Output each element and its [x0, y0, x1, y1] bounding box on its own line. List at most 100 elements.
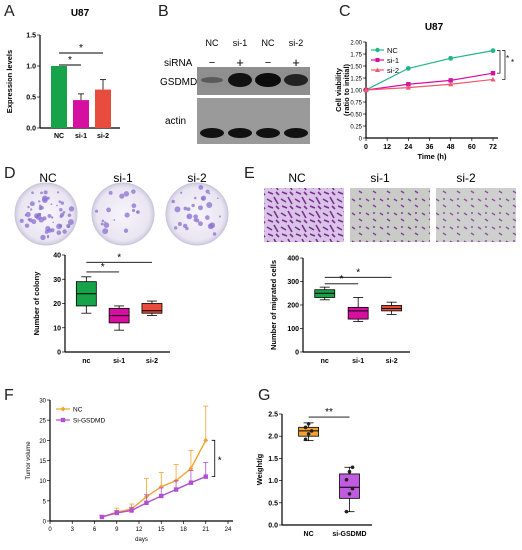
colony — [42, 195, 48, 202]
colony — [124, 212, 130, 218]
colony — [108, 190, 113, 195]
colony-plate-nc — [14, 182, 78, 246]
colony — [67, 213, 72, 218]
chart-panel-a: U87 0.0 0.5 1.0 1.5 Expression levels NC si-1 si… — [5, 8, 120, 140]
point-Si-GSDMD — [203, 474, 208, 479]
x-tick-label: si-2 — [386, 358, 398, 365]
d-ytick-label: 10 — [53, 325, 61, 332]
colony — [216, 197, 219, 200]
sig-mark-2: * — [511, 58, 514, 67]
g1-sig-mark: ** — [325, 407, 333, 418]
point-Si-GSDMD — [144, 500, 149, 506]
x-tick-label: 36 — [426, 144, 434, 151]
colony — [218, 215, 221, 218]
bar-NC — [51, 66, 67, 128]
colony — [50, 203, 53, 206]
y-axis-label: Expression levels — [5, 50, 14, 113]
g-ytick-label: 2.0 — [268, 434, 278, 441]
x-tick-label: 0 — [364, 144, 368, 151]
box-NC — [298, 426, 319, 437]
point-Si-GSDMD — [99, 514, 105, 520]
data-point — [303, 425, 308, 430]
colony — [201, 197, 205, 201]
colony — [62, 229, 67, 234]
box-si-1 — [347, 306, 369, 320]
panel-label-d: D — [4, 165, 16, 182]
colony — [131, 208, 136, 213]
colony — [180, 191, 183, 194]
sig-bracket-2 — [502, 50, 506, 80]
x-tick-label: 12 — [136, 527, 143, 533]
point-si-1 — [490, 71, 496, 76]
x-tick-label: si-2 — [97, 133, 109, 140]
blot-lane-label-1: NC — [206, 38, 219, 48]
f-ytick-label: 0 — [43, 520, 47, 526]
x-tick-label: 15 — [158, 527, 165, 533]
x-tick-label: 72 — [489, 144, 497, 151]
series-line-NC — [101, 440, 207, 518]
colony — [106, 207, 111, 213]
colonies-si2 — [171, 185, 221, 236]
colony — [187, 215, 190, 218]
chart-panel-d: 0 10 20 30 40 Number of colony nc si-1 si-2 * * — [32, 252, 170, 365]
series-line-Si-GSDMD — [101, 475, 207, 518]
panel-label-b: B — [158, 3, 169, 20]
colony — [24, 223, 30, 228]
plate-label-si2: si-2 — [187, 171, 207, 185]
data-point — [344, 477, 349, 482]
box-si-2 — [141, 303, 163, 314]
colony — [58, 200, 62, 203]
x-tick-label: 60 — [468, 144, 476, 151]
e-ytick-label: 0 — [295, 350, 299, 357]
gsdmd-band-label: GSDMD — [160, 77, 197, 88]
sig-mark: * — [218, 456, 222, 467]
chart-title: U87 — [71, 8, 90, 19]
panel-label-c: C — [339, 3, 351, 20]
colony — [119, 193, 125, 199]
data-point — [303, 437, 308, 442]
c-ytick-label: 0.50 — [350, 113, 362, 119]
colony — [56, 230, 62, 236]
colony — [171, 199, 175, 204]
d2-sig-mark: * — [117, 252, 121, 263]
migration-image-si2 — [436, 188, 516, 242]
colony — [102, 228, 109, 235]
colony — [56, 204, 58, 207]
x-axis-label: Time (h) — [417, 152, 447, 161]
colony — [193, 214, 198, 220]
colony — [131, 189, 136, 194]
y-axis-label: Cell viability — [334, 67, 343, 112]
e2-sig-mark: * — [356, 267, 360, 278]
point-NC — [405, 66, 411, 71]
f-ytick-label: 15 — [39, 459, 46, 465]
sig-bracket — [211, 439, 216, 478]
plate-label-nc: NC — [39, 171, 57, 185]
colony — [28, 218, 33, 223]
sirna-mark-3: − — [265, 57, 271, 69]
colony — [198, 221, 203, 227]
colony — [52, 221, 54, 224]
western-blot-panel-b: NC si-1 NC si-2 siRNA − + − + GSDMD acti… — [160, 38, 310, 144]
y-axis-label: Number of migrated cells — [269, 260, 278, 350]
x-tick-label: nc — [82, 358, 90, 365]
y-axis-label-2: (ratio to initial) — [342, 63, 351, 116]
a2-sig-mark: * — [79, 43, 83, 54]
colony — [212, 232, 217, 236]
f-ytick-label: 10 — [39, 479, 46, 485]
colonies-si1 — [94, 189, 140, 235]
colony — [205, 189, 210, 194]
colony — [59, 207, 63, 212]
colony — [30, 208, 33, 211]
c-ytick-label: 0 — [359, 137, 363, 143]
sirna-mark-4: + — [292, 55, 300, 70]
x-tick-label: si-GSDMD — [332, 531, 366, 538]
x-tick-label: 9 — [115, 527, 119, 533]
point-Si-GSDMD — [159, 493, 164, 499]
gsdmd-band-lane-1 — [201, 77, 223, 83]
colony — [25, 211, 31, 218]
colony — [103, 222, 110, 228]
data-point — [306, 421, 311, 426]
x-tick-label: NC — [54, 133, 64, 140]
d-ytick-label: 0 — [57, 350, 61, 357]
colony — [207, 223, 214, 230]
